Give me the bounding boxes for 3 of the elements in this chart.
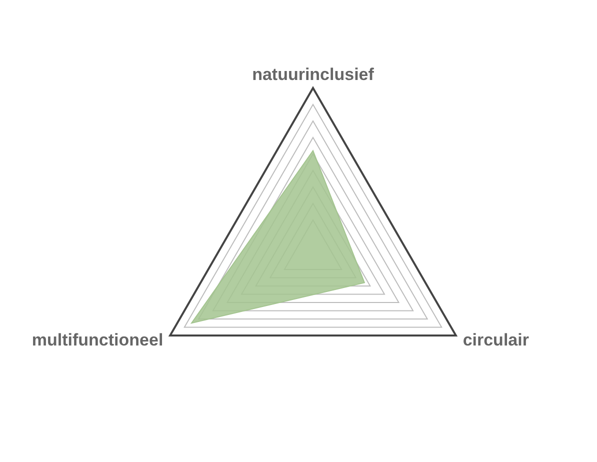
spoke-label: multifunctioneel (32, 330, 164, 350)
spoke-label: circulair (462, 330, 530, 350)
spoke-label: natuurinclusief (252, 65, 374, 84)
